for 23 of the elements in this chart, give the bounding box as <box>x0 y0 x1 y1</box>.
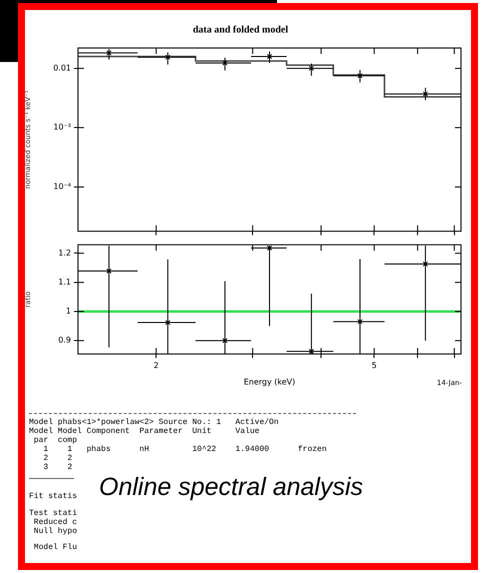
text: Model Model Component Parameter Unit Value <box>29 427 260 436</box>
x-tick-label: 2 <box>154 360 159 370</box>
y-tick-label: 10⁻³ <box>53 122 71 132</box>
y-tick-label: 10⁻⁴ <box>53 182 71 192</box>
y-tick-label: 0.01 <box>53 63 71 72</box>
text: Test stati <box>29 509 78 518</box>
text: Null hypo <box>32 527 78 536</box>
text: par comp <box>32 436 78 445</box>
y-tick-label: 0.9 <box>58 336 71 345</box>
y-tick-label: 1 <box>66 306 71 316</box>
text: 1 1 phabs nH 10^22 1.94000 frozen <box>42 445 327 454</box>
x-axis-title: Energy (keV) <box>244 377 296 386</box>
x-tick-label: 5 <box>372 360 377 370</box>
chart-title: data and folded model <box>192 24 288 36</box>
text: Model phabs<1>*powerlaw<2> Source No.: 1 Active/On <box>29 418 279 427</box>
text: Online spectral analysis <box>95 470 368 504</box>
text: Fit statis <box>29 492 78 501</box>
y-tick-label: 1.1 <box>58 277 71 286</box>
text: 3 2 <box>42 463 72 472</box>
text: Reduced c <box>32 518 78 527</box>
y-tick-label: 1.2 <box>58 248 71 258</box>
text: Model Flu <box>32 543 78 552</box>
text: 2 2 <box>42 454 72 463</box>
